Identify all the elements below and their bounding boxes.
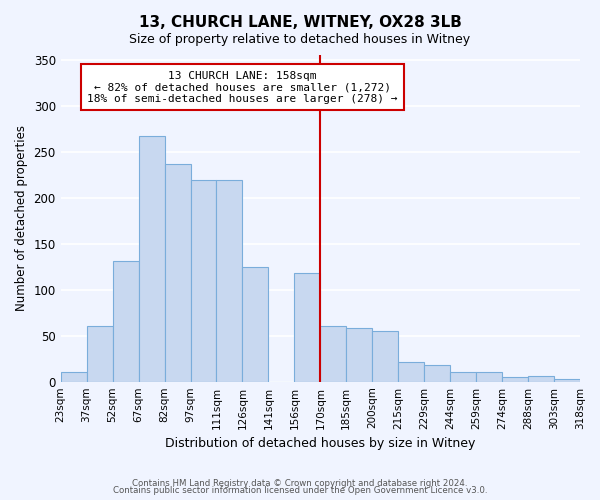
Text: Contains public sector information licensed under the Open Government Licence v3: Contains public sector information licen… bbox=[113, 486, 487, 495]
Bar bbox=[528, 376, 554, 382]
Bar bbox=[61, 372, 86, 382]
Bar bbox=[320, 326, 346, 382]
Text: Size of property relative to detached houses in Witney: Size of property relative to detached ho… bbox=[130, 32, 470, 46]
Bar bbox=[164, 164, 191, 382]
X-axis label: Distribution of detached houses by size in Witney: Distribution of detached houses by size … bbox=[165, 437, 476, 450]
Text: 13 CHURCH LANE: 158sqm
← 82% of detached houses are smaller (1,272)
18% of semi-: 13 CHURCH LANE: 158sqm ← 82% of detached… bbox=[87, 70, 398, 104]
Bar bbox=[191, 180, 217, 382]
Bar bbox=[424, 365, 450, 382]
Bar bbox=[476, 372, 502, 382]
Bar bbox=[139, 136, 164, 382]
Bar bbox=[372, 331, 398, 382]
Bar bbox=[502, 377, 528, 382]
Bar bbox=[86, 326, 113, 382]
Bar bbox=[554, 379, 580, 382]
Text: Contains HM Land Registry data © Crown copyright and database right 2024.: Contains HM Land Registry data © Crown c… bbox=[132, 478, 468, 488]
Bar bbox=[113, 261, 139, 382]
Y-axis label: Number of detached properties: Number of detached properties bbox=[15, 126, 28, 312]
Bar bbox=[398, 362, 424, 382]
Bar bbox=[346, 328, 372, 382]
Text: 13, CHURCH LANE, WITNEY, OX28 3LB: 13, CHURCH LANE, WITNEY, OX28 3LB bbox=[139, 15, 461, 30]
Bar bbox=[217, 180, 242, 382]
Bar bbox=[295, 273, 320, 382]
Bar bbox=[450, 372, 476, 382]
Bar bbox=[242, 266, 268, 382]
